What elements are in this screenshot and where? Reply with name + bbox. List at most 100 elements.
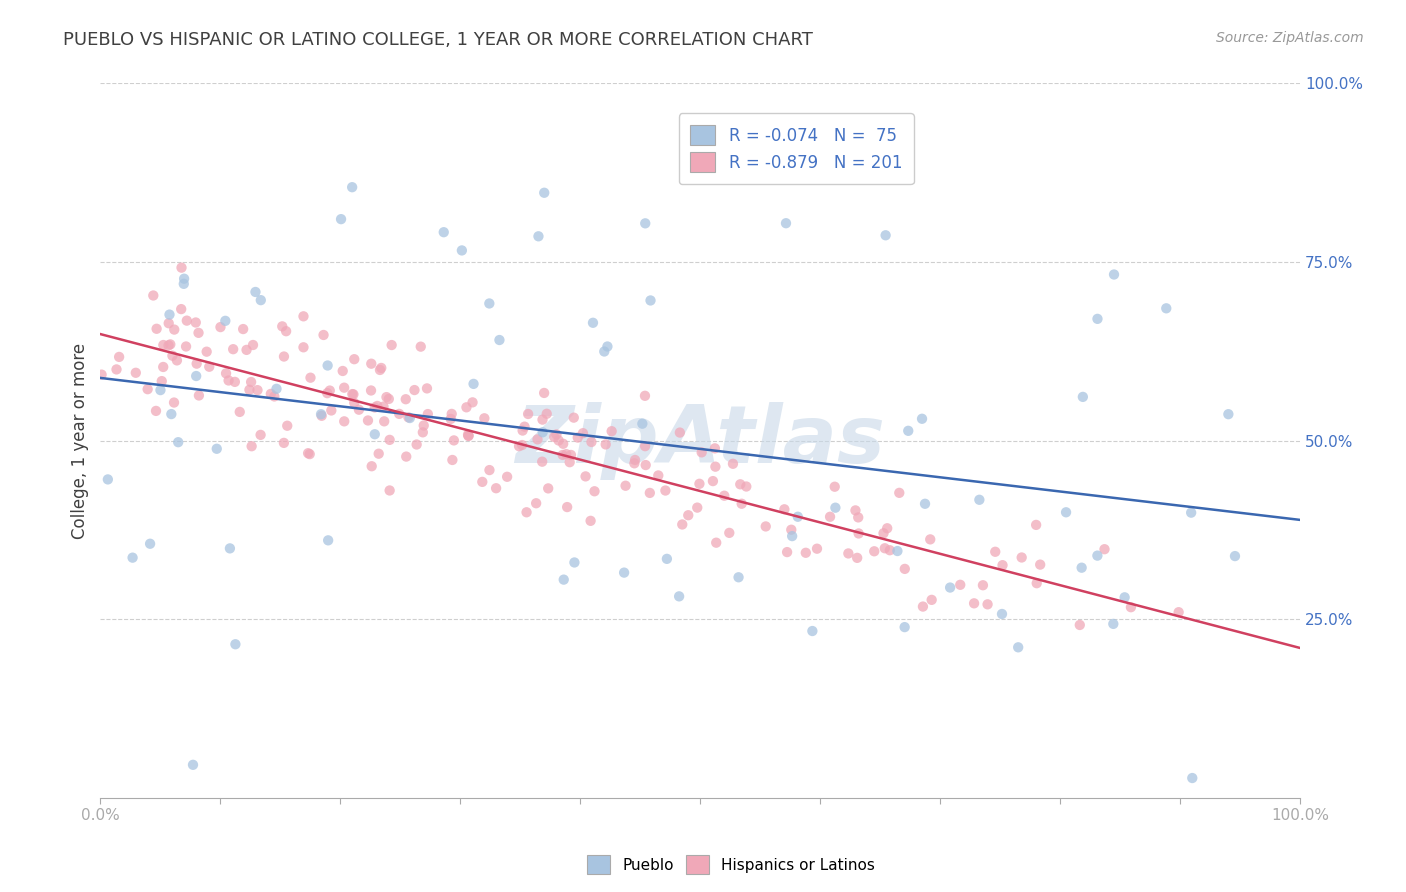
Point (524, 496, 547, 510)
Point (718, 525, 741, 540)
Point (157, 338, 180, 352)
Point (298, 447, 321, 461)
Point (727, 570, 749, 584)
Point (555, 447, 578, 461)
Point (730, 477, 752, 491)
Point (512, 424, 534, 438)
Point (551, 448, 574, 462)
Point (624, 453, 647, 467)
Point (152, 338, 174, 352)
Point (806, 541, 828, 556)
Point (297, 446, 319, 460)
Point (121, 550, 143, 565)
Point (844, 503, 866, 517)
Point (312, 328, 335, 343)
Point (721, 457, 744, 471)
Point (478, 296, 501, 310)
Point (381, 338, 404, 352)
Point (780, 523, 803, 537)
Point (167, 435, 190, 450)
Point (631, 417, 654, 431)
Point (776, 545, 799, 559)
Point (330, 212, 353, 227)
Point (90, 368, 112, 382)
Point (173, 277, 195, 291)
Point (647, 468, 669, 483)
Point (1102, 268, 1125, 282)
Point (181, 757, 204, 772)
Point (214, 314, 236, 328)
Point (579, 514, 602, 528)
Point (215, 367, 238, 381)
Point (142, 288, 165, 302)
Point (145, 404, 167, 418)
Point (897, 424, 920, 438)
Point (546, 427, 568, 442)
Point (405, 437, 427, 451)
Point (876, 521, 898, 535)
Point (547, 434, 569, 448)
Point (1025, 517, 1047, 532)
Point (1007, 640, 1029, 655)
Point (969, 492, 991, 507)
Point (450, 244, 472, 258)
Point (333, 381, 356, 395)
Point (527, 229, 550, 244)
Point (366, 399, 388, 413)
Point (755, 519, 778, 533)
Point (174, 339, 197, 353)
Point (240, 375, 263, 389)
Point (224, 375, 246, 389)
Point (209, 320, 232, 334)
Point (246, 383, 269, 397)
Point (471, 475, 494, 489)
Point (543, 430, 565, 444)
Point (596, 339, 619, 353)
Point (555, 500, 578, 514)
Point (593, 344, 616, 359)
Text: Source: ZipAtlas.com: Source: ZipAtlas.com (1216, 31, 1364, 45)
Point (232, 322, 254, 336)
Point (553, 437, 575, 451)
Point (1054, 505, 1077, 519)
Point (623, 456, 645, 470)
Point (846, 510, 869, 524)
Point (163, 395, 186, 409)
Point (184, 316, 207, 330)
Point (332, 364, 354, 378)
Point (316, 386, 339, 401)
Point (1154, 301, 1177, 316)
Point (340, 180, 363, 194)
Point (159, 308, 181, 322)
Point (485, 481, 508, 495)
Point (886, 544, 908, 558)
Point (395, 450, 418, 464)
Point (872, 526, 894, 541)
Point (560, 448, 582, 462)
Point (108, 350, 131, 364)
Point (837, 546, 859, 560)
Point (378, 483, 401, 498)
Text: ZipAtlas: ZipAtlas (515, 401, 886, 480)
Point (1029, 558, 1052, 572)
Point (553, 573, 575, 587)
Point (364, 401, 387, 415)
Point (574, 469, 596, 483)
Point (513, 419, 536, 434)
Point (581, 435, 603, 450)
Point (378, 392, 401, 406)
Point (713, 489, 735, 503)
Point (238, 383, 260, 397)
Legend: Pueblo, Hispanics or Latinos: Pueblo, Hispanics or Latinos (581, 849, 882, 880)
Point (316, 359, 339, 373)
Point (198, 359, 221, 374)
Point (347, 402, 370, 417)
Point (1087, 549, 1109, 563)
Point (378, 433, 401, 447)
Point (440, 407, 463, 421)
Point (292, 310, 315, 324)
Point (186, 357, 208, 371)
Point (373, 400, 395, 414)
Point (166, 353, 188, 368)
Point (531, 412, 554, 426)
